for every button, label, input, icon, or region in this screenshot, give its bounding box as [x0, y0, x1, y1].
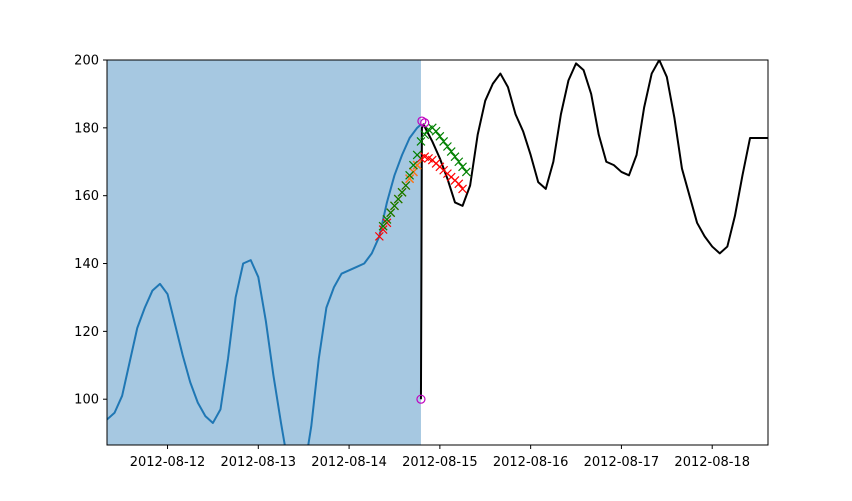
point-stroke-b — [412, 160, 422, 170]
x-tick-label: 2012-08-18 — [674, 455, 750, 470]
point-stroke-b — [382, 215, 392, 224]
x-tick-label: 2012-08-16 — [493, 455, 569, 470]
series-line-1 — [419, 60, 768, 400]
series-2-point — [454, 179, 464, 189]
shaded-region — [107, 60, 421, 445]
point-stroke-b — [458, 162, 467, 172]
x-tick-label: 2012-08-14 — [311, 455, 387, 470]
series-5-point — [416, 394, 426, 404]
x-tick-label: 2012-08-17 — [584, 455, 660, 470]
series-4-point — [382, 215, 392, 224]
series-2-point — [378, 225, 388, 235]
point-stroke-b — [461, 167, 471, 177]
series-2-point — [374, 231, 384, 241]
point-stroke-b — [431, 126, 441, 136]
series-4-point — [435, 131, 445, 141]
point-stroke-b — [401, 181, 411, 190]
y-tick-label: 100 — [74, 393, 99, 408]
point-stroke-b — [424, 153, 433, 163]
series-4-point — [454, 157, 464, 167]
y-tick-label: 140 — [74, 257, 99, 272]
point-stroke-b — [416, 136, 426, 146]
x-axis: 2012-08-12 2012-08-13 2012-08-14 2012-08-15… — [130, 445, 750, 470]
point-stroke-b — [397, 187, 407, 197]
series-3-point — [412, 160, 422, 170]
y-tick-label: 160 — [74, 189, 99, 204]
series-4-point — [439, 136, 449, 146]
series-4-point — [397, 187, 407, 197]
series-3-point — [405, 174, 415, 184]
x-tick-label: 2012-08-13 — [221, 455, 297, 470]
point-stroke-b — [393, 194, 403, 204]
x-tick-label: 2012-08-15 — [402, 455, 478, 470]
series-4-point — [386, 208, 396, 218]
y-axis: 100 120 140 160 180 200 — [74, 54, 107, 408]
series-4-point — [393, 194, 403, 204]
series-4-point — [446, 147, 456, 157]
point-stroke-b — [386, 208, 396, 218]
point-stroke-b — [443, 142, 452, 151]
series-4-point — [416, 136, 426, 146]
series-4-point — [378, 221, 388, 231]
series-2-point — [458, 184, 467, 194]
y-tick-label: 180 — [74, 121, 99, 136]
point-stroke-b — [378, 225, 388, 235]
point-stroke-b — [435, 131, 445, 141]
point-stroke-b — [378, 221, 388, 231]
y-tick-label: 120 — [74, 325, 99, 340]
series-line-0 — [107, 123, 422, 445]
series-4-point — [408, 160, 418, 170]
x-tick-label: 2012-08-12 — [130, 455, 206, 470]
point-stroke-b — [446, 147, 456, 157]
point-stroke-b — [405, 174, 415, 184]
point-stroke-b — [458, 184, 467, 194]
point-stroke-b — [420, 130, 430, 140]
series-4-point — [405, 170, 415, 180]
series-4-point — [401, 181, 411, 190]
point-stroke-b — [454, 157, 464, 167]
series-4-point — [461, 167, 471, 177]
point-stroke-b — [405, 170, 415, 180]
point-stroke-b — [420, 152, 430, 162]
series-4-point — [390, 201, 399, 211]
series-4-point — [458, 162, 467, 172]
y-tick-label: 200 — [74, 54, 99, 69]
point-stroke-b — [390, 201, 399, 211]
series-4-point — [450, 152, 460, 162]
point-stroke-b — [374, 231, 384, 241]
point-stroke-b — [450, 152, 460, 162]
plot-frame — [106, 59, 769, 446]
series-4-point — [443, 142, 452, 151]
point-stroke-b — [439, 136, 449, 146]
point-stroke-b — [412, 150, 422, 160]
point-stroke-b — [408, 160, 418, 170]
series-4-point — [431, 126, 441, 136]
series-4-point — [420, 130, 430, 140]
plot-area — [107, 60, 768, 445]
point-stroke-b — [454, 179, 464, 189]
series-4-point — [412, 150, 422, 160]
series-5-point — [420, 118, 430, 128]
